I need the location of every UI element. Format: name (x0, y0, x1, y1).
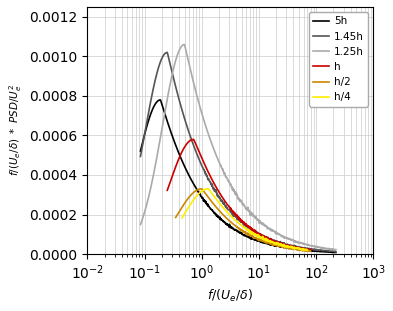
h/4 (202, 188, 206, 192)
h/4 (254, 233, 259, 237)
5h (286, 246, 290, 250)
h (261, 235, 266, 239)
h/2 (173, 216, 178, 219)
h/4 (206, 187, 210, 191)
Line: 1.45h: 1.45h (140, 53, 336, 252)
Line: 5h: 5h (140, 100, 336, 253)
1.25h (253, 215, 258, 218)
h/4 (299, 248, 304, 252)
h/4 (305, 248, 310, 252)
1.25h (286, 237, 290, 241)
h/4 (212, 195, 217, 198)
1.25h (138, 223, 143, 226)
1.25h (334, 248, 338, 251)
h (191, 137, 196, 141)
1.45h (269, 237, 274, 240)
h/2 (208, 198, 213, 202)
h/2 (275, 244, 280, 248)
Legend: 5h, 1.45h, 1.25h, h, h/2, h/4: 5h, 1.45h, 1.25h, h, h/2, h/4 (309, 12, 368, 107)
h (273, 240, 278, 244)
1.45h (138, 155, 143, 158)
h/2 (309, 249, 313, 253)
1.45h (189, 137, 193, 140)
1.45h (253, 230, 258, 233)
h/2 (308, 249, 312, 253)
h (308, 248, 313, 252)
1.25h (173, 61, 177, 65)
h (250, 227, 254, 231)
h/2 (197, 187, 202, 191)
h (202, 162, 207, 166)
1.45h (173, 84, 178, 87)
h (165, 188, 170, 192)
5h (227, 225, 231, 229)
h/4 (180, 216, 184, 220)
1.25h (332, 248, 337, 252)
5h (138, 149, 143, 153)
Line: h/4: h/4 (182, 189, 307, 250)
h/2 (253, 236, 258, 240)
h/4 (264, 239, 268, 243)
1.45h (334, 250, 338, 253)
5h (189, 178, 193, 181)
h/4 (274, 241, 279, 244)
1.45h (165, 51, 169, 54)
h (190, 138, 195, 142)
h/2 (199, 187, 204, 191)
1.25h (189, 71, 193, 74)
h/4 (237, 221, 241, 225)
5h (158, 98, 163, 102)
X-axis label: $f/(U_e/\delta)$: $f/(U_e/\delta)$ (208, 288, 253, 304)
Y-axis label: $f/(U_e/\delta)\ *\ PSD/U_e^2$: $f/(U_e/\delta)\ *\ PSD/U_e^2$ (7, 85, 24, 176)
5h (173, 142, 178, 146)
5h (269, 243, 274, 247)
1.45h (227, 208, 231, 212)
h/2 (264, 240, 268, 244)
5h (334, 251, 338, 254)
Line: 1.25h: 1.25h (140, 44, 336, 250)
h (230, 209, 235, 213)
Line: h/2: h/2 (176, 189, 311, 251)
1.45h (286, 243, 290, 247)
5h (253, 238, 258, 242)
h/2 (235, 225, 239, 229)
h (309, 248, 313, 251)
1.25h (182, 43, 187, 46)
1.25h (269, 228, 274, 232)
1.25h (227, 180, 231, 184)
Line: h: h (167, 139, 311, 250)
